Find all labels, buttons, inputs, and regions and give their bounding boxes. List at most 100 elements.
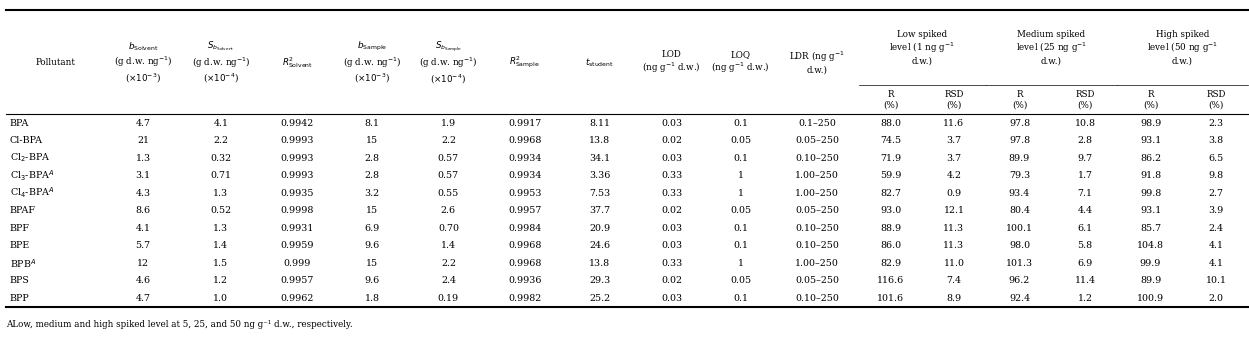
- Text: 1.3: 1.3: [214, 189, 229, 198]
- Text: 0.9982: 0.9982: [508, 294, 541, 303]
- Text: 37.7: 37.7: [590, 206, 611, 215]
- Text: $S_{b_{\rm Solvent}}$
(g d.w. ng$^{-1}$)
($\times 10^{-4}$): $S_{b_{\rm Solvent}}$ (g d.w. ng$^{-1}$)…: [191, 40, 250, 85]
- Text: 1.3: 1.3: [214, 224, 229, 233]
- Text: 74.5: 74.5: [881, 136, 901, 145]
- Text: 6.1: 6.1: [1078, 224, 1093, 233]
- Text: 0.9931: 0.9931: [281, 224, 313, 233]
- Text: 97.8: 97.8: [1009, 119, 1030, 128]
- Text: 0.03: 0.03: [661, 241, 682, 250]
- Text: 0.1–250: 0.1–250: [798, 119, 836, 128]
- Text: 0.03: 0.03: [661, 294, 682, 303]
- Text: 3.9: 3.9: [1209, 206, 1224, 215]
- Text: 89.9: 89.9: [1009, 154, 1030, 163]
- Text: 0.10–250: 0.10–250: [796, 224, 839, 233]
- Text: 0.9957: 0.9957: [508, 206, 541, 215]
- Text: 0.57: 0.57: [438, 154, 458, 163]
- Text: 0.33: 0.33: [661, 189, 682, 198]
- Text: $b_{\rm Sample}$
(g d.w. ng$^{-1}$)
($\times 10^{-3}$): $b_{\rm Sample}$ (g d.w. ng$^{-1}$) ($\t…: [342, 40, 401, 85]
- Text: 1.9: 1.9: [441, 119, 456, 128]
- Text: 3.8: 3.8: [1209, 136, 1224, 145]
- Text: 0.9968: 0.9968: [508, 259, 541, 268]
- Text: BPP: BPP: [10, 294, 30, 303]
- Text: 7.53: 7.53: [590, 189, 611, 198]
- Text: 0.19: 0.19: [438, 294, 458, 303]
- Text: 1.2: 1.2: [1078, 294, 1093, 303]
- Text: 71.9: 71.9: [881, 154, 901, 163]
- Text: 7.1: 7.1: [1078, 189, 1093, 198]
- Text: 6.9: 6.9: [1078, 259, 1093, 268]
- Text: 0.10–250: 0.10–250: [796, 241, 839, 250]
- Text: 7.4: 7.4: [947, 276, 962, 285]
- Text: 8.1: 8.1: [365, 119, 380, 128]
- Text: 86.0: 86.0: [881, 241, 901, 250]
- Text: 82.9: 82.9: [881, 259, 901, 268]
- Text: 1.5: 1.5: [214, 259, 229, 268]
- Text: 2.2: 2.2: [441, 136, 456, 145]
- Text: 4.1: 4.1: [136, 224, 151, 233]
- Text: 3.1: 3.1: [135, 171, 151, 180]
- Text: 2.8: 2.8: [365, 154, 380, 163]
- Text: ALow, medium and high spiked level at 5, 25, and 50 ng g⁻¹ d.w., respectively.: ALow, medium and high spiked level at 5,…: [6, 320, 353, 329]
- Text: 1.00–250: 1.00–250: [796, 259, 839, 268]
- Text: R
(%): R (%): [883, 90, 898, 110]
- Text: 20.9: 20.9: [590, 224, 611, 233]
- Text: 99.8: 99.8: [1140, 189, 1162, 198]
- Text: 0.10–250: 0.10–250: [796, 154, 839, 163]
- Text: RSD
(%): RSD (%): [1207, 90, 1225, 110]
- Text: 101.6: 101.6: [877, 294, 904, 303]
- Text: 6.5: 6.5: [1209, 154, 1224, 163]
- Text: LDR (ng g$^{-1}$
d.w.): LDR (ng g$^{-1}$ d.w.): [789, 50, 846, 75]
- Text: 0.9968: 0.9968: [508, 241, 541, 250]
- Text: 0.1: 0.1: [733, 119, 748, 128]
- Text: 21: 21: [137, 136, 149, 145]
- Text: 8.6: 8.6: [135, 206, 151, 215]
- Text: 11.3: 11.3: [943, 224, 964, 233]
- Text: 93.0: 93.0: [881, 206, 902, 215]
- Text: BPE: BPE: [10, 241, 30, 250]
- Text: 8.11: 8.11: [590, 119, 610, 128]
- Text: 0.1: 0.1: [733, 241, 748, 250]
- Text: 9.7: 9.7: [1078, 154, 1093, 163]
- Text: 96.2: 96.2: [1009, 276, 1030, 285]
- Text: BPS: BPS: [10, 276, 30, 285]
- Text: RSD
(%): RSD (%): [1075, 90, 1094, 110]
- Text: 4.1: 4.1: [1209, 241, 1224, 250]
- Text: 3.2: 3.2: [365, 189, 380, 198]
- Text: 0.9959: 0.9959: [281, 241, 313, 250]
- Text: 8.9: 8.9: [947, 294, 962, 303]
- Text: 0.9953: 0.9953: [508, 189, 542, 198]
- Text: 9.6: 9.6: [365, 276, 380, 285]
- Text: 85.7: 85.7: [1140, 224, 1162, 233]
- Text: 82.7: 82.7: [881, 189, 901, 198]
- Text: 2.3: 2.3: [1209, 119, 1224, 128]
- Text: 34.1: 34.1: [590, 154, 611, 163]
- Text: 101.3: 101.3: [1005, 259, 1033, 268]
- Text: 13.8: 13.8: [590, 136, 611, 145]
- Text: 0.9942: 0.9942: [281, 119, 313, 128]
- Text: 0.03: 0.03: [661, 154, 682, 163]
- Text: 0.9917: 0.9917: [508, 119, 541, 128]
- Text: 93.4: 93.4: [1009, 189, 1030, 198]
- Text: 2.8: 2.8: [1078, 136, 1093, 145]
- Text: 0.1: 0.1: [733, 154, 748, 163]
- Text: $b_{\rm Solvent}$
(g d.w. ng$^{-1}$)
($\times 10^{-3}$): $b_{\rm Solvent}$ (g d.w. ng$^{-1}$) ($\…: [114, 40, 172, 84]
- Text: 93.1: 93.1: [1140, 136, 1162, 145]
- Text: 88.9: 88.9: [881, 224, 901, 233]
- Text: R
(%): R (%): [1143, 90, 1158, 110]
- Text: 0.9935: 0.9935: [281, 189, 313, 198]
- Text: 0.03: 0.03: [661, 224, 682, 233]
- Text: 4.3: 4.3: [135, 189, 151, 198]
- Text: BPF: BPF: [10, 224, 30, 233]
- Text: 5.8: 5.8: [1078, 241, 1093, 250]
- Text: 4.1: 4.1: [214, 119, 229, 128]
- Text: 1.8: 1.8: [365, 294, 380, 303]
- Text: 0.03: 0.03: [661, 119, 682, 128]
- Text: 100.1: 100.1: [1005, 224, 1033, 233]
- Text: 0.9968: 0.9968: [508, 136, 541, 145]
- Text: 0.9934: 0.9934: [508, 154, 541, 163]
- Text: 92.4: 92.4: [1009, 294, 1030, 303]
- Text: LOQ
(ng g$^{-1}$ d.w.): LOQ (ng g$^{-1}$ d.w.): [712, 50, 771, 75]
- Text: 24.6: 24.6: [590, 241, 611, 250]
- Text: 5.7: 5.7: [135, 241, 151, 250]
- Text: 100.9: 100.9: [1137, 294, 1164, 303]
